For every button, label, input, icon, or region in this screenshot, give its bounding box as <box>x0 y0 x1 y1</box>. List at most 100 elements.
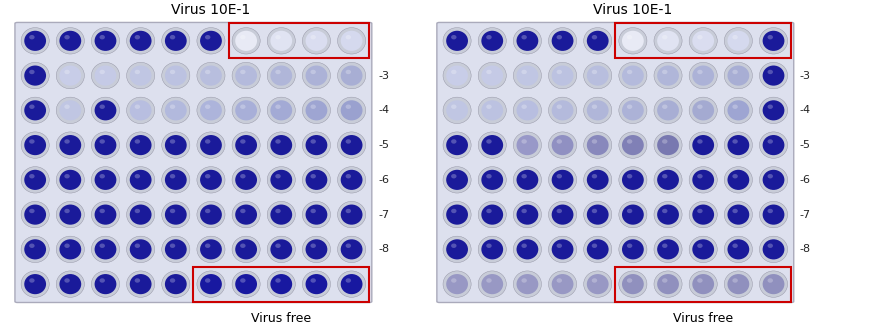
Ellipse shape <box>548 201 576 228</box>
Ellipse shape <box>556 244 561 248</box>
Ellipse shape <box>653 62 681 89</box>
Ellipse shape <box>548 236 576 263</box>
Ellipse shape <box>232 97 260 124</box>
Ellipse shape <box>478 132 506 158</box>
Ellipse shape <box>240 174 245 179</box>
Ellipse shape <box>766 70 772 74</box>
Ellipse shape <box>270 135 291 155</box>
Ellipse shape <box>235 239 256 259</box>
Ellipse shape <box>197 27 225 54</box>
Ellipse shape <box>486 174 491 179</box>
Ellipse shape <box>169 278 175 283</box>
Ellipse shape <box>302 236 330 263</box>
Text: Virus 10E-1: Virus 10E-1 <box>171 3 250 17</box>
Ellipse shape <box>232 27 260 54</box>
Ellipse shape <box>25 100 46 120</box>
Ellipse shape <box>622 66 643 86</box>
Ellipse shape <box>727 274 748 294</box>
Ellipse shape <box>345 174 350 179</box>
Ellipse shape <box>653 236 681 263</box>
Ellipse shape <box>661 174 666 179</box>
Ellipse shape <box>134 244 140 248</box>
Ellipse shape <box>618 236 646 263</box>
Ellipse shape <box>657 31 678 51</box>
Ellipse shape <box>513 166 541 193</box>
Ellipse shape <box>91 132 119 158</box>
Text: -6: -6 <box>799 175 810 185</box>
Ellipse shape <box>443 201 471 228</box>
Ellipse shape <box>548 132 576 158</box>
Ellipse shape <box>478 97 506 124</box>
Ellipse shape <box>306 135 327 155</box>
Ellipse shape <box>618 97 646 124</box>
Ellipse shape <box>240 139 245 144</box>
Ellipse shape <box>723 201 752 228</box>
Ellipse shape <box>91 27 119 54</box>
Ellipse shape <box>235 66 256 86</box>
Ellipse shape <box>130 170 151 190</box>
Ellipse shape <box>587 239 608 259</box>
Ellipse shape <box>56 166 84 193</box>
Ellipse shape <box>162 97 190 124</box>
Ellipse shape <box>731 278 737 283</box>
Ellipse shape <box>618 27 646 54</box>
Ellipse shape <box>95 135 116 155</box>
Ellipse shape <box>450 105 456 109</box>
Ellipse shape <box>661 105 666 109</box>
Ellipse shape <box>126 236 155 263</box>
Ellipse shape <box>29 174 34 179</box>
Ellipse shape <box>60 66 81 86</box>
Ellipse shape <box>759 201 787 228</box>
Ellipse shape <box>197 271 225 297</box>
Ellipse shape <box>60 31 81 51</box>
Ellipse shape <box>95 239 116 259</box>
Ellipse shape <box>486 139 491 144</box>
Ellipse shape <box>64 174 69 179</box>
Ellipse shape <box>134 209 140 213</box>
Ellipse shape <box>622 100 643 120</box>
Ellipse shape <box>723 236 752 263</box>
Ellipse shape <box>165 274 186 294</box>
Ellipse shape <box>766 278 772 283</box>
Ellipse shape <box>95 205 116 225</box>
Ellipse shape <box>337 27 365 54</box>
Ellipse shape <box>696 139 702 144</box>
Ellipse shape <box>513 27 541 54</box>
Ellipse shape <box>310 244 315 248</box>
Ellipse shape <box>766 174 772 179</box>
Bar <box>615 267 790 302</box>
Ellipse shape <box>759 271 787 297</box>
Ellipse shape <box>626 70 631 74</box>
Ellipse shape <box>443 271 471 297</box>
Ellipse shape <box>548 271 576 297</box>
Ellipse shape <box>551 170 572 190</box>
Ellipse shape <box>126 97 155 124</box>
Ellipse shape <box>556 70 561 74</box>
Ellipse shape <box>692 100 713 120</box>
Text: Virus free: Virus free <box>251 312 311 325</box>
Ellipse shape <box>653 201 681 228</box>
Ellipse shape <box>486 278 491 283</box>
Ellipse shape <box>134 174 140 179</box>
Ellipse shape <box>91 271 119 297</box>
Ellipse shape <box>341 135 362 155</box>
Ellipse shape <box>591 105 596 109</box>
Ellipse shape <box>481 274 502 294</box>
Ellipse shape <box>205 105 210 109</box>
Ellipse shape <box>341 274 362 294</box>
Ellipse shape <box>56 236 84 263</box>
Ellipse shape <box>723 166 752 193</box>
Ellipse shape <box>661 278 666 283</box>
Bar <box>228 23 369 58</box>
Ellipse shape <box>696 35 702 40</box>
Ellipse shape <box>548 166 576 193</box>
Ellipse shape <box>657 66 678 86</box>
Ellipse shape <box>310 70 315 74</box>
Ellipse shape <box>446 66 467 86</box>
Ellipse shape <box>232 132 260 158</box>
Ellipse shape <box>29 209 34 213</box>
Ellipse shape <box>25 205 46 225</box>
Ellipse shape <box>270 205 291 225</box>
Ellipse shape <box>337 62 365 89</box>
Ellipse shape <box>275 174 280 179</box>
